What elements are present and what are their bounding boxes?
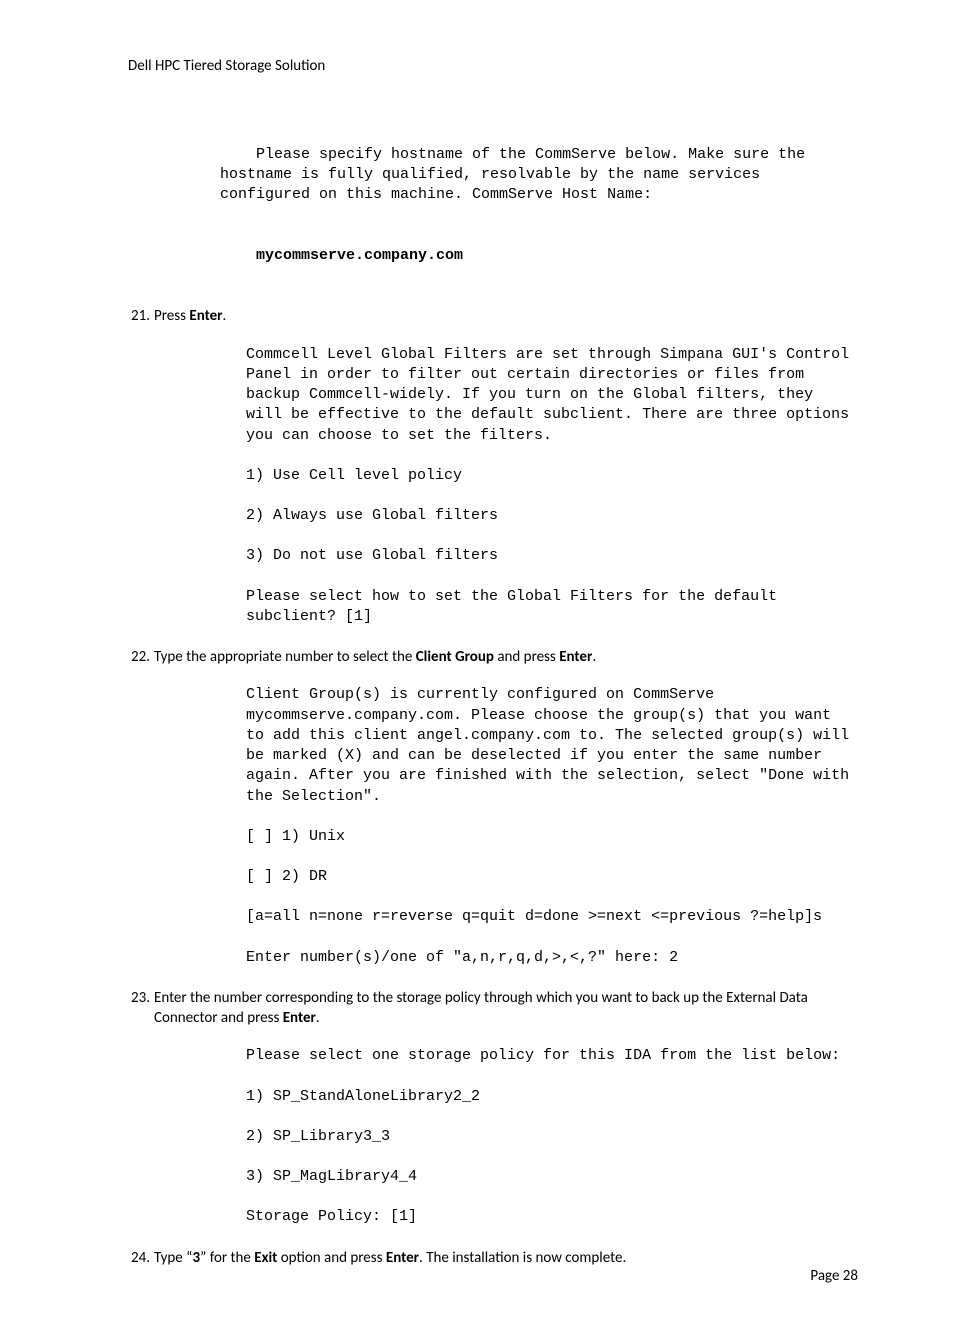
step-text: Type “3” for the Exit option and press E… [154, 1249, 626, 1267]
code-prompt-22: Enter number(s)/one of "a,n,r,q,d,>,<,?"… [154, 948, 858, 968]
code-opt-23-3: 3) SP_MagLibrary4_4 [154, 1167, 858, 1187]
intro-hostname: mycommserve.company.com [256, 247, 463, 264]
page-number: Page 28 [810, 1266, 858, 1286]
step-23: 23. Enter the number corresponding to th… [128, 988, 858, 1228]
step-24: 24. Type “3” for the Exit option and pre… [128, 1248, 858, 1268]
code-block-22a: Client Group(s) is currently configured … [154, 685, 858, 807]
intro-text: Please specify hostname of the CommServe… [220, 146, 814, 204]
page: Dell HPC Tiered Storage Solution Please … [0, 0, 954, 1326]
step-number: 23. [116, 988, 150, 1008]
step-22: 22. Type the appropriate number to selec… [128, 647, 858, 968]
code-block-21b: Please select how to set the Global Filt… [154, 587, 858, 628]
code-opt-21-1: 1) Use Cell level policy [154, 466, 858, 486]
code-help-22: [a=all n=none r=reverse q=quit d=done >=… [154, 907, 858, 927]
code-opt-22-1: [ ] 1) Unix [154, 827, 858, 847]
code-opt-23-2: 2) SP_Library3_3 [154, 1127, 858, 1147]
step-number: 24. [116, 1248, 150, 1268]
code-opt-21-2: 2) Always use Global filters [154, 506, 858, 526]
step-text: Enter the number corresponding to the st… [154, 989, 808, 1027]
step-number: 22. [116, 647, 150, 667]
code-prompt-23: Storage Policy: [1] [154, 1207, 858, 1227]
step-21: 21. Press Enter. Commcell Level Global F… [128, 306, 858, 627]
steps-list: 21. Press Enter. Commcell Level Global F… [128, 306, 858, 1268]
code-block-21a: Commcell Level Global Filters are set th… [154, 345, 858, 446]
code-block-intro: Please specify hostname of the CommServe… [128, 124, 858, 286]
step-text: Type the appropriate number to select th… [154, 648, 596, 666]
code-opt-23-1: 1) SP_StandAloneLibrary2_2 [154, 1087, 858, 1107]
code-block-23a: Please select one storage policy for thi… [154, 1046, 858, 1066]
step-text: Press Enter. [154, 307, 226, 325]
step-number: 21. [116, 306, 150, 326]
document-title: Dell HPC Tiered Storage Solution [128, 56, 858, 76]
code-opt-22-2: [ ] 2) DR [154, 867, 858, 887]
code-opt-21-3: 3) Do not use Global filters [154, 546, 858, 566]
